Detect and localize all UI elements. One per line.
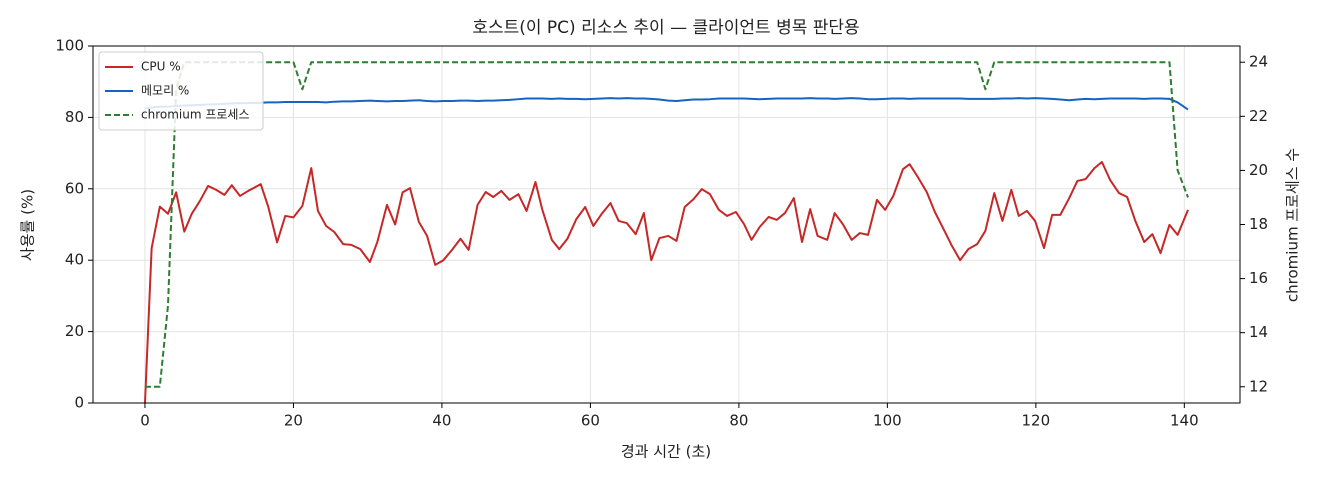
y2-tick-label: 12: [1249, 377, 1268, 395]
y2-axis-label: chromium 프로세스 수: [1284, 148, 1302, 302]
x-tick-label: 20: [284, 412, 303, 430]
x-tick-label: 0: [140, 412, 150, 430]
chart-title: 호스트(이 PC) 리소스 추이 — 클라이언트 병목 판단용: [472, 18, 859, 38]
y-tick-label: 20: [65, 322, 84, 340]
x-tick-label: 120: [1022, 412, 1051, 430]
y-tick-label: 80: [65, 108, 84, 126]
legend: CPU % 메모리 % chromium 프로세스: [98, 51, 264, 131]
y2-tick-label: 14: [1249, 323, 1268, 341]
x-tick-label: 100: [873, 412, 902, 430]
series-line: [144, 97, 1189, 111]
legend-label: 메모리 %: [141, 84, 189, 98]
y-axis-label: 사용률 (%): [19, 189, 37, 261]
series-line: [143, 161, 1189, 404]
y-tick-label: 100: [55, 37, 84, 55]
series-line: [144, 61, 1189, 388]
legend-label: CPU %: [141, 60, 181, 74]
y2-tick-label: 18: [1249, 215, 1268, 233]
y-tick-label: 0: [74, 394, 84, 412]
x-tick-label: 80: [729, 412, 748, 430]
legend-box: [98, 51, 264, 131]
x-tick-label: 140: [1170, 412, 1199, 430]
y2-tick-label: 24: [1249, 53, 1268, 71]
x-tick-label: 60: [581, 412, 600, 430]
x-tick-label: 40: [432, 412, 451, 430]
y2-tick-label: 16: [1249, 269, 1268, 287]
x-axis-label: 경과 시간 (초): [621, 443, 711, 461]
y2-tick-label: 22: [1249, 107, 1268, 125]
y2-tick-label: 20: [1249, 161, 1268, 179]
y-tick-label: 40: [65, 251, 84, 269]
y-tick-label: 60: [65, 179, 84, 197]
plot-frame: [92, 45, 1241, 404]
legend-label: chromium 프로세스: [141, 108, 250, 122]
